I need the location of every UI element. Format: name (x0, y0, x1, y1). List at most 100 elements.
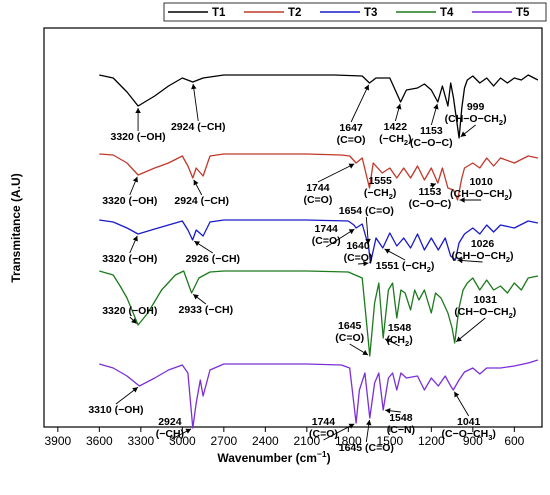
annotation-t3-2926: 2926 (−CH) (185, 240, 240, 265)
annotation-text: (CH−O−CH2) (452, 250, 514, 264)
annotation-text: (C−O−C) (410, 137, 453, 149)
annotation-arrow-head (433, 103, 439, 110)
series-line-t3 (99, 219, 539, 264)
annotation-t1-1153: 1153(C−O−C) (410, 103, 453, 149)
annotation-text: 2933 (−CH) (179, 304, 234, 316)
annotation-text: 1153 (419, 186, 442, 198)
legend-label-t3: T3 (364, 7, 377, 19)
annotation-text: 2926 (−CH) (185, 253, 240, 265)
x-axis-title-main: Wavenumber (cm (217, 451, 317, 465)
annotation-arrow-head (454, 391, 460, 398)
annotation-text: (CH−O−CH2) (454, 306, 516, 320)
annotation-t5-1041: 1041(C−O−CH3) (442, 391, 496, 442)
x-tick-label: 900 (463, 434, 483, 448)
annotation-text: 1551 (−CH2) (376, 260, 435, 274)
x-tick-label: 3300 (127, 434, 154, 448)
annotation-arrow-head (135, 108, 141, 113)
annotation-text: (C=O) (337, 134, 366, 146)
annotation-arrow-head (460, 131, 467, 137)
annotation-arrow-head (132, 235, 138, 242)
annotation-text: 1645 (338, 320, 362, 332)
plot-frame (43, 27, 543, 428)
annotation-text: (C−O−CH3) (442, 428, 496, 442)
annotation-text: 1744 (306, 182, 330, 194)
annotation-t1-2924: 2924 (−CH) (171, 83, 226, 133)
annotation-arrow-head (185, 428, 192, 434)
annotation-t2-1010: 1010(CH−O−CH2) (450, 176, 512, 203)
annotation-arrow-head (363, 260, 369, 267)
annotation-arrow-head (191, 83, 197, 90)
annotation-text: (C−O−C) (409, 198, 452, 210)
annotation-arrow-line (350, 84, 370, 123)
x-tick-label: 1800 (335, 434, 362, 448)
annotation-arrow-line (455, 317, 486, 343)
annotation-t3-1551: 1551 (−CH2) (376, 248, 435, 274)
annotation-t3-3320: 3320 (−OH) (102, 235, 157, 265)
series-line-t4 (99, 270, 539, 357)
annotation-text: 1548 (389, 412, 413, 424)
annotation-arrow-head (348, 163, 355, 169)
y-axis-title: Transmitance (A.U) (9, 173, 23, 282)
annotation-arrow-line (192, 83, 199, 122)
annotation-text: 3320 (−OH) (110, 131, 165, 143)
annotation-t5-1645: 1645 (C=O) (339, 419, 394, 454)
annotation-t4-1031: 1031(CH−O−CH2) (454, 294, 516, 343)
annotation-text: 1422 (384, 121, 408, 133)
annotation-arrow-head (385, 408, 391, 414)
annotation-arrow-head (384, 248, 391, 254)
annotation-text: (−CH) (156, 428, 184, 440)
x-tick-label: 600 (504, 434, 524, 448)
annotation-arrow-head (348, 229, 355, 235)
annotation-t2-1153: 1153(C−O−C) (409, 182, 452, 210)
x-tick-label: 2400 (252, 434, 279, 448)
annotation-arrow-head (194, 241, 200, 247)
annotation-t4-1548: 1548(CH2) (384, 322, 413, 348)
annotation-t2-1555: 1555(−CH2) (364, 175, 396, 201)
annotation-t5-2924: 2924(−CH) (156, 416, 192, 441)
annotation-arrow-head (362, 350, 369, 355)
annotation-t3-1654: 1654 (C=O) (339, 205, 394, 245)
annotation-t1-1422: 1422(−CH2) (379, 103, 412, 147)
annotation-t3-1744: 1744(C=O) (312, 223, 355, 248)
annotation-text: (C=O) (312, 235, 341, 247)
annotation-arrow-line (325, 228, 355, 248)
series-line-t5 (99, 359, 539, 429)
annotation-t2-2924: 2924 (−CH) (174, 179, 229, 207)
annotation-text: 3320 (−OH) (102, 195, 157, 207)
annotation-arrow-head (456, 336, 462, 342)
annotation-arrow-line (317, 163, 355, 183)
annotation-arrow-head (132, 176, 138, 183)
annotation-t3-1026: 1026(CH−O−CH2) (452, 238, 514, 264)
annotation-text: 1640 (346, 240, 370, 252)
annotation-arrow-head (396, 103, 402, 110)
annotation-arrow-head (459, 197, 465, 203)
annotation-text: (C=O) (309, 428, 338, 440)
annotation-t4-1645: 1645(C=O) (335, 320, 369, 356)
x-axis-title-end: ) (327, 451, 331, 465)
annotation-text: 2924 (−CH) (171, 121, 226, 133)
x-axis: 3900 3600 3300 3000 2700 2400 2100 1800 1500 1200… (44, 427, 525, 448)
annotation-text: (−CH2) (379, 133, 411, 147)
annotation-text: 1031 (474, 294, 498, 306)
x-axis-title: Wavenumber (cm−1) (217, 449, 330, 465)
series-line-t1 (99, 74, 539, 139)
x-tick-label: 1200 (418, 434, 445, 448)
annotation-text: (−CH2) (364, 187, 396, 201)
annotation-text: 3310 (−OH) (88, 404, 143, 416)
annotation-text: 1041 (457, 416, 481, 428)
legend: T1 T2 T3 T4 T5 (163, 2, 547, 22)
legend-label-t4: T4 (440, 7, 454, 19)
annotation-t5-1744: 1744(C=O) (309, 416, 355, 441)
annotation-text: 1744 (312, 416, 336, 428)
annotation-arrow-line (323, 423, 355, 441)
annotation-text: 1010 (469, 176, 493, 188)
x-tick-label: 1500 (376, 434, 403, 448)
annotation-arrow-head (348, 423, 355, 429)
annotation-text: (CH2) (386, 334, 412, 348)
x-tick-label: 3900 (44, 434, 71, 448)
annotation-arrow-head (366, 419, 372, 426)
legend-label-t1: T1 (212, 7, 226, 19)
annotation-text: (CH−O−CH2) (445, 113, 507, 127)
annotation-text: (CH−O−CH2) (450, 188, 512, 202)
